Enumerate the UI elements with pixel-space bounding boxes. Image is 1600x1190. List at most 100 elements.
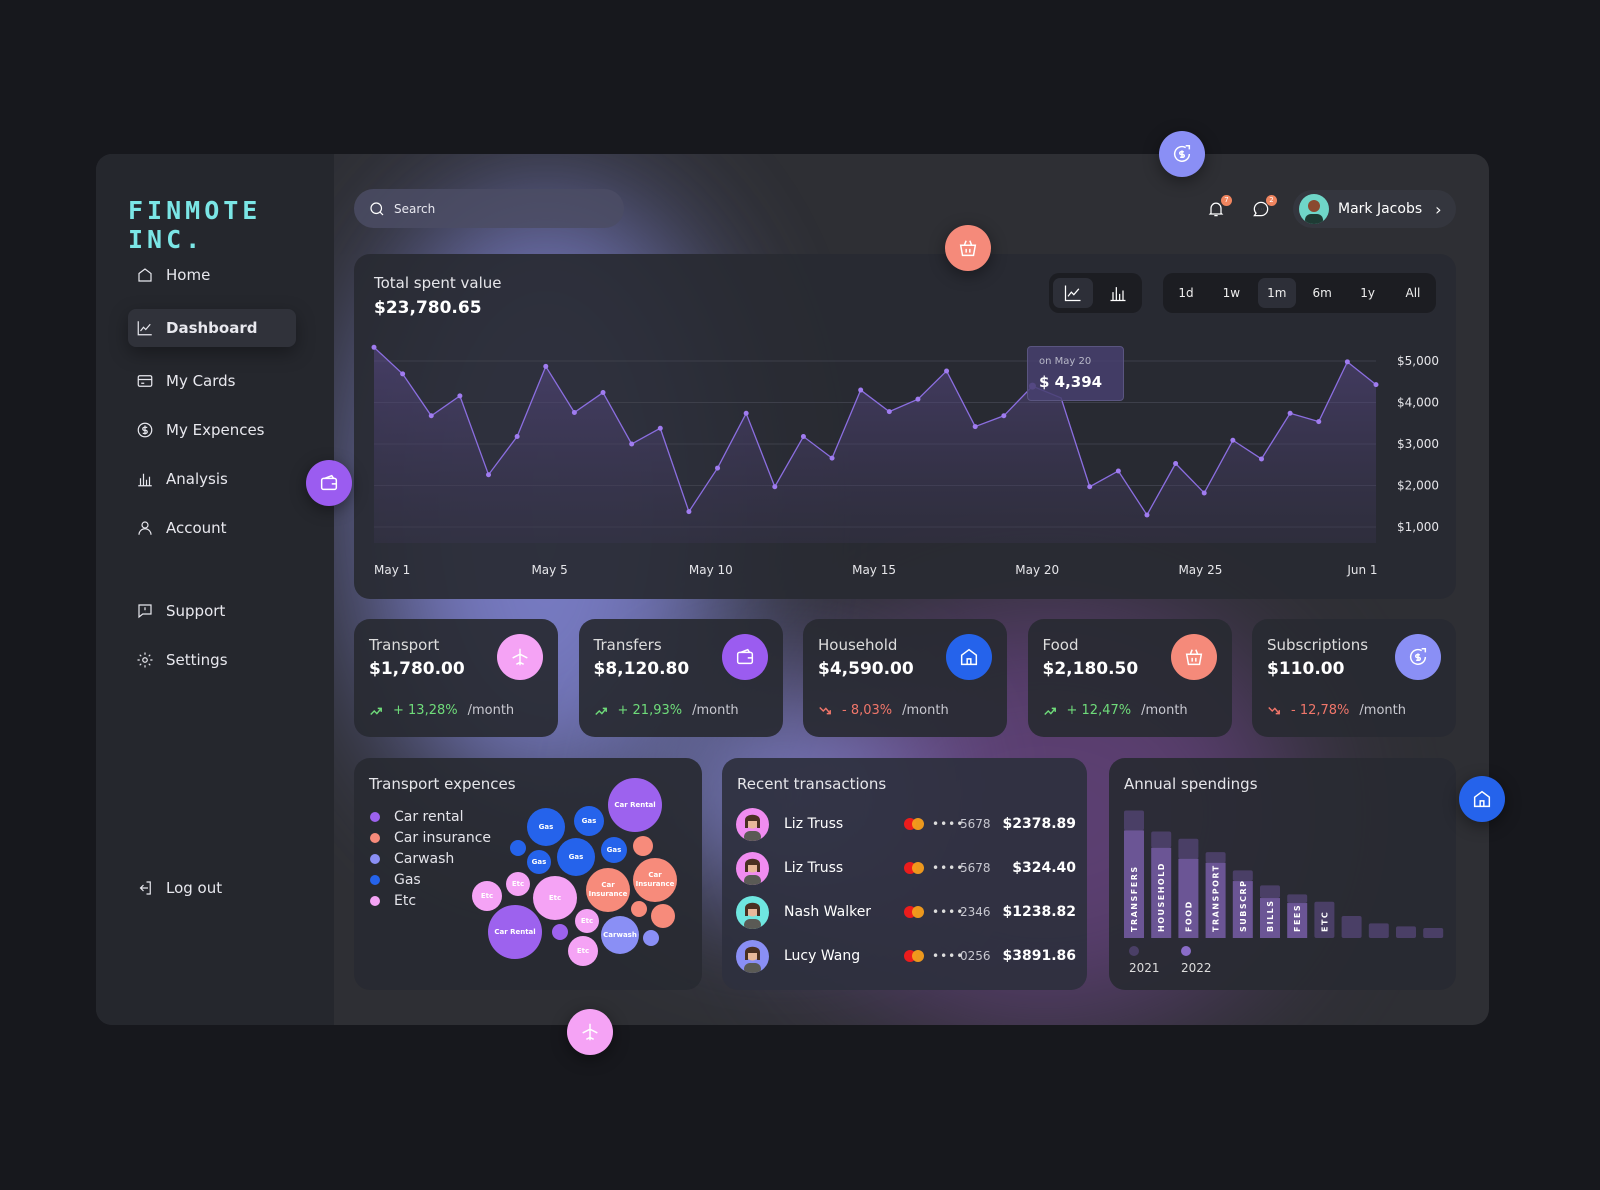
sidebar-item-support[interactable]: Support — [128, 592, 296, 630]
data-point — [944, 368, 950, 374]
logout-button[interactable]: Log out — [128, 869, 296, 907]
bar-chart-button[interactable] — [1098, 278, 1138, 308]
dollar-icon — [137, 422, 153, 438]
sidebar-item-my-cards[interactable]: My Cards — [128, 362, 296, 400]
category-card-household[interactable]: Household $4,590.00 - 8,03% /month — [803, 619, 1007, 737]
series-line — [373, 346, 1377, 517]
bar-2021 — [1368, 923, 1389, 938]
plane-icon — [512, 648, 528, 666]
legend-label: Carwash — [394, 850, 455, 867]
data-point — [571, 409, 577, 415]
category-card-subscriptions[interactable]: Subscriptions $110.00 - 12,78% /month — [1252, 619, 1456, 737]
bar-2021 — [1341, 916, 1362, 938]
category-value: $1,780.00 — [369, 659, 465, 679]
transaction-row[interactable]: Liz Truss •••• 5678 $324.40 — [736, 851, 1076, 885]
bubble: Etc — [506, 872, 530, 896]
data-point — [428, 413, 434, 419]
transport-float-icon — [567, 1009, 613, 1055]
legend-dot — [370, 874, 380, 885]
transfers-float-icon — [306, 460, 352, 506]
y-tick-label: $3,000 — [1397, 437, 1439, 451]
trend-down-icon — [1268, 706, 1280, 714]
legend-label: Car rental — [394, 808, 464, 825]
chart-tooltip: on May 20 $ 4,394 — [1027, 346, 1124, 401]
range-6m[interactable]: 6m — [1312, 286, 1332, 300]
transaction-name: Liz Truss — [784, 860, 844, 876]
bubble: Gas — [601, 837, 627, 863]
bar-2021 — [1396, 926, 1416, 938]
x-tick-label: May 25 — [1178, 563, 1222, 577]
sidebar-item-my-expences[interactable]: My Expences — [128, 411, 296, 449]
subscriptions-float-icon — [1159, 131, 1205, 177]
search-input[interactable]: Search — [354, 189, 624, 228]
x-tick-label: May 20 — [1015, 563, 1059, 577]
data-point — [600, 390, 606, 396]
range-1w[interactable]: 1w — [1222, 286, 1241, 300]
transaction-row[interactable]: Lucy Wang •••• 0256 $3891.86 — [736, 939, 1076, 973]
bubble: Etc — [472, 881, 502, 911]
data-point — [543, 363, 549, 369]
category-card-transport[interactable]: Transport $1,780.00 + 13,28% /month — [354, 619, 558, 737]
legend-label: 2022 — [1181, 961, 1212, 975]
x-tick-label: Jun 1 — [1346, 563, 1377, 577]
search-icon — [370, 201, 384, 215]
bar-2022 — [1205, 862, 1226, 938]
user-menu[interactable]: Mark Jacobs › — [1293, 190, 1456, 228]
legend-dot — [370, 853, 380, 864]
category-title: Subscriptions — [1267, 636, 1369, 654]
sidebar-item-account[interactable]: Account — [128, 509, 296, 547]
category-title: Food — [1042, 636, 1079, 654]
data-point — [829, 455, 835, 461]
transaction-name: Liz Truss — [784, 816, 844, 832]
tooltip-value: $ 4,394 — [1039, 373, 1103, 391]
line-chart: $5,000 $4,000 $3,000 $2,000 $1,000 May 1 May 5… — [371, 344, 1439, 577]
sidebar-item-settings[interactable]: Settings — [128, 641, 296, 679]
legend-item: Carwash — [370, 848, 491, 869]
messages-button[interactable]: 2 — [1251, 195, 1277, 223]
bar-label: ETC — [1320, 911, 1329, 932]
bubble: Gas — [574, 806, 604, 836]
nav-label: Account — [166, 519, 227, 537]
notifications-button[interactable]: 7 — [1206, 195, 1232, 223]
chart-line-icon — [137, 321, 152, 336]
tooltip-date: on May 20 — [1039, 356, 1092, 367]
category-icon-badge — [946, 634, 992, 680]
bubble — [651, 904, 675, 928]
card-mask: •••• — [932, 905, 965, 919]
data-point — [371, 344, 377, 350]
sidebar: FINMOTE INC. Home Dashboard My Cards My Exp… — [96, 154, 334, 1025]
data-point — [657, 425, 663, 431]
range-1m[interactable]: 1m — [1257, 278, 1296, 308]
legend-item: Etc — [370, 890, 491, 911]
mastercard-icon — [904, 906, 924, 918]
bar-2022 — [1260, 898, 1280, 938]
legend-dot — [370, 895, 380, 906]
transaction-row[interactable]: Liz Truss •••• 5678 $2378.89 — [736, 807, 1076, 841]
transaction-row[interactable]: Nash Walker •••• 2346 $1238.82 — [736, 895, 1076, 929]
bubble: Car Insurance — [633, 858, 677, 902]
sidebar-item-analysis[interactable]: Analysis — [128, 460, 296, 498]
household-float-icon — [1459, 776, 1505, 822]
category-value: $4,590.00 — [818, 659, 914, 679]
data-point — [1201, 490, 1207, 496]
data-point — [1373, 382, 1379, 388]
range-All[interactable]: All — [1405, 286, 1421, 300]
range-1d[interactable]: 1d — [1178, 286, 1194, 300]
transport-expences-card: Transport expences Car rental Car insuran… — [354, 758, 702, 990]
category-card-food[interactable]: Food $2,180.50 + 12,47% /month — [1027, 619, 1232, 737]
line-chart-button[interactable] — [1053, 278, 1093, 308]
chart-title: Total spent value — [374, 274, 502, 292]
bar-2021 — [1232, 870, 1253, 882]
basket-icon — [1185, 649, 1202, 666]
range-1y[interactable]: 1y — [1360, 286, 1375, 300]
nav-label: My Cards — [166, 372, 236, 390]
bubble: Gas — [557, 838, 595, 876]
sidebar-item-home[interactable]: Home — [128, 256, 296, 294]
card-title: Recent transactions — [737, 775, 887, 793]
category-change: + 21,93% — [617, 703, 683, 718]
bubble: Carwash — [601, 916, 639, 954]
category-card-transfers[interactable]: Transfers $8,120.80 + 21,93% /month — [578, 619, 783, 737]
nav-label: Dashboard — [166, 319, 258, 337]
annual-spendings-card: Annual spendings TRANSFERS HOUSEHOLD FOOD T… — [1109, 758, 1456, 990]
sidebar-item-dashboard[interactable]: Dashboard — [128, 309, 296, 347]
